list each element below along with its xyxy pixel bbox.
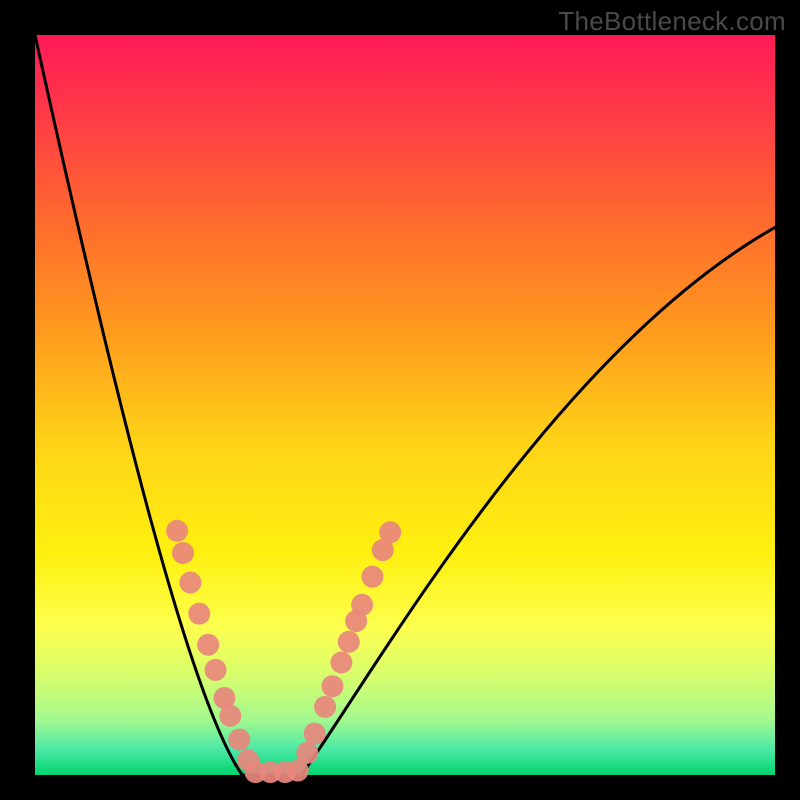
curve-marker: [314, 696, 336, 718]
curve-marker: [361, 566, 383, 588]
curve-marker: [379, 521, 401, 543]
curve-marker: [296, 742, 318, 764]
bottleneck-curve: [35, 35, 775, 775]
curve-marker: [205, 659, 227, 681]
curve-marker: [197, 634, 219, 656]
curve-marker: [228, 728, 250, 750]
chart-stage: TheBottleneck.com: [0, 0, 800, 800]
curve-marker: [330, 652, 352, 674]
markers-group: [166, 520, 401, 783]
curve-marker: [219, 705, 241, 727]
curve-marker: [179, 572, 201, 594]
curve-marker: [351, 594, 373, 616]
curve-marker: [172, 542, 194, 564]
curve-marker: [321, 675, 343, 697]
curve-marker: [166, 520, 188, 542]
curve-marker: [304, 723, 326, 745]
curve-layer: [0, 0, 800, 800]
curve-marker: [188, 603, 210, 625]
curve-marker: [338, 631, 360, 653]
